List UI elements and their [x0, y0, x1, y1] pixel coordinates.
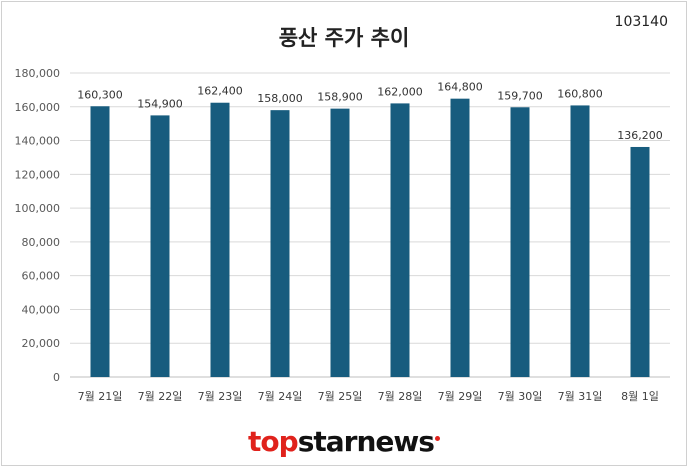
bar: [390, 103, 410, 378]
y-tick-label: 40,000: [22, 303, 61, 316]
bar: [570, 105, 590, 377]
bar: [210, 102, 230, 378]
data-label: 136,200: [617, 129, 663, 142]
bars: [90, 98, 650, 378]
x-tick-labels: 7월 21일 7월 22일 7월 23일 7월 24일 7월 25일 7월 28일 7월 2…: [78, 389, 659, 403]
data-label: 158,000: [257, 92, 303, 105]
bar: [510, 107, 530, 377]
bar: [270, 110, 290, 378]
x-tick-label: 7월 25일: [318, 389, 363, 403]
y-tick-label: 100,000: [15, 202, 61, 215]
x-tick-label: 7월 31일: [558, 389, 603, 403]
y-tick-label: 120,000: [15, 168, 61, 181]
x-tick-label: 7월 24일: [258, 389, 303, 403]
data-label: 164,800: [437, 81, 483, 94]
chart-title: 풍산 주가 추이: [278, 26, 410, 50]
bar: [330, 108, 350, 377]
data-label: 159,700: [497, 89, 543, 102]
y-tick-labels: 0 20,000 40,000 60,000 80,000 100,000 120,000 1…: [15, 67, 61, 384]
bar: [450, 98, 470, 377]
x-tick-label: 7월 22일: [138, 389, 183, 403]
y-tick-label: 80,000: [22, 236, 61, 249]
data-label: 154,900: [137, 97, 183, 110]
data-label: 162,000: [377, 85, 423, 98]
data-labels: 160,300 154,900 162,400 158,000 158,900 162,0…: [77, 81, 663, 142]
x-tick-label: 7월 28일: [378, 389, 423, 403]
bar: [90, 106, 110, 377]
x-tick-label: 7월 21일: [78, 389, 123, 403]
x-tick-label: 7월 29일: [438, 389, 483, 403]
data-label: 162,400: [197, 85, 243, 98]
y-tick-label: 180,000: [15, 67, 61, 80]
y-tick-label: 140,000: [15, 135, 61, 148]
topstarnews-logo: topstarnews: [0, 425, 688, 458]
data-label: 160,300: [77, 88, 123, 101]
bar: [150, 115, 170, 377]
data-label: 160,800: [557, 87, 603, 100]
gridlines: [70, 72, 670, 378]
x-tick-label: 7월 30일: [498, 389, 543, 403]
y-tick-label: 60,000: [22, 270, 61, 283]
bar: [630, 146, 650, 377]
y-tick-label: 160,000: [15, 101, 61, 114]
data-label: 158,900: [317, 91, 363, 104]
x-tick-label: 7월 23일: [198, 389, 243, 403]
stock-code: 103140: [614, 14, 668, 30]
y-tick-label: 0: [53, 371, 60, 384]
x-tick-label: 8월 1일: [621, 389, 659, 403]
y-tick-label: 20,000: [22, 337, 61, 350]
